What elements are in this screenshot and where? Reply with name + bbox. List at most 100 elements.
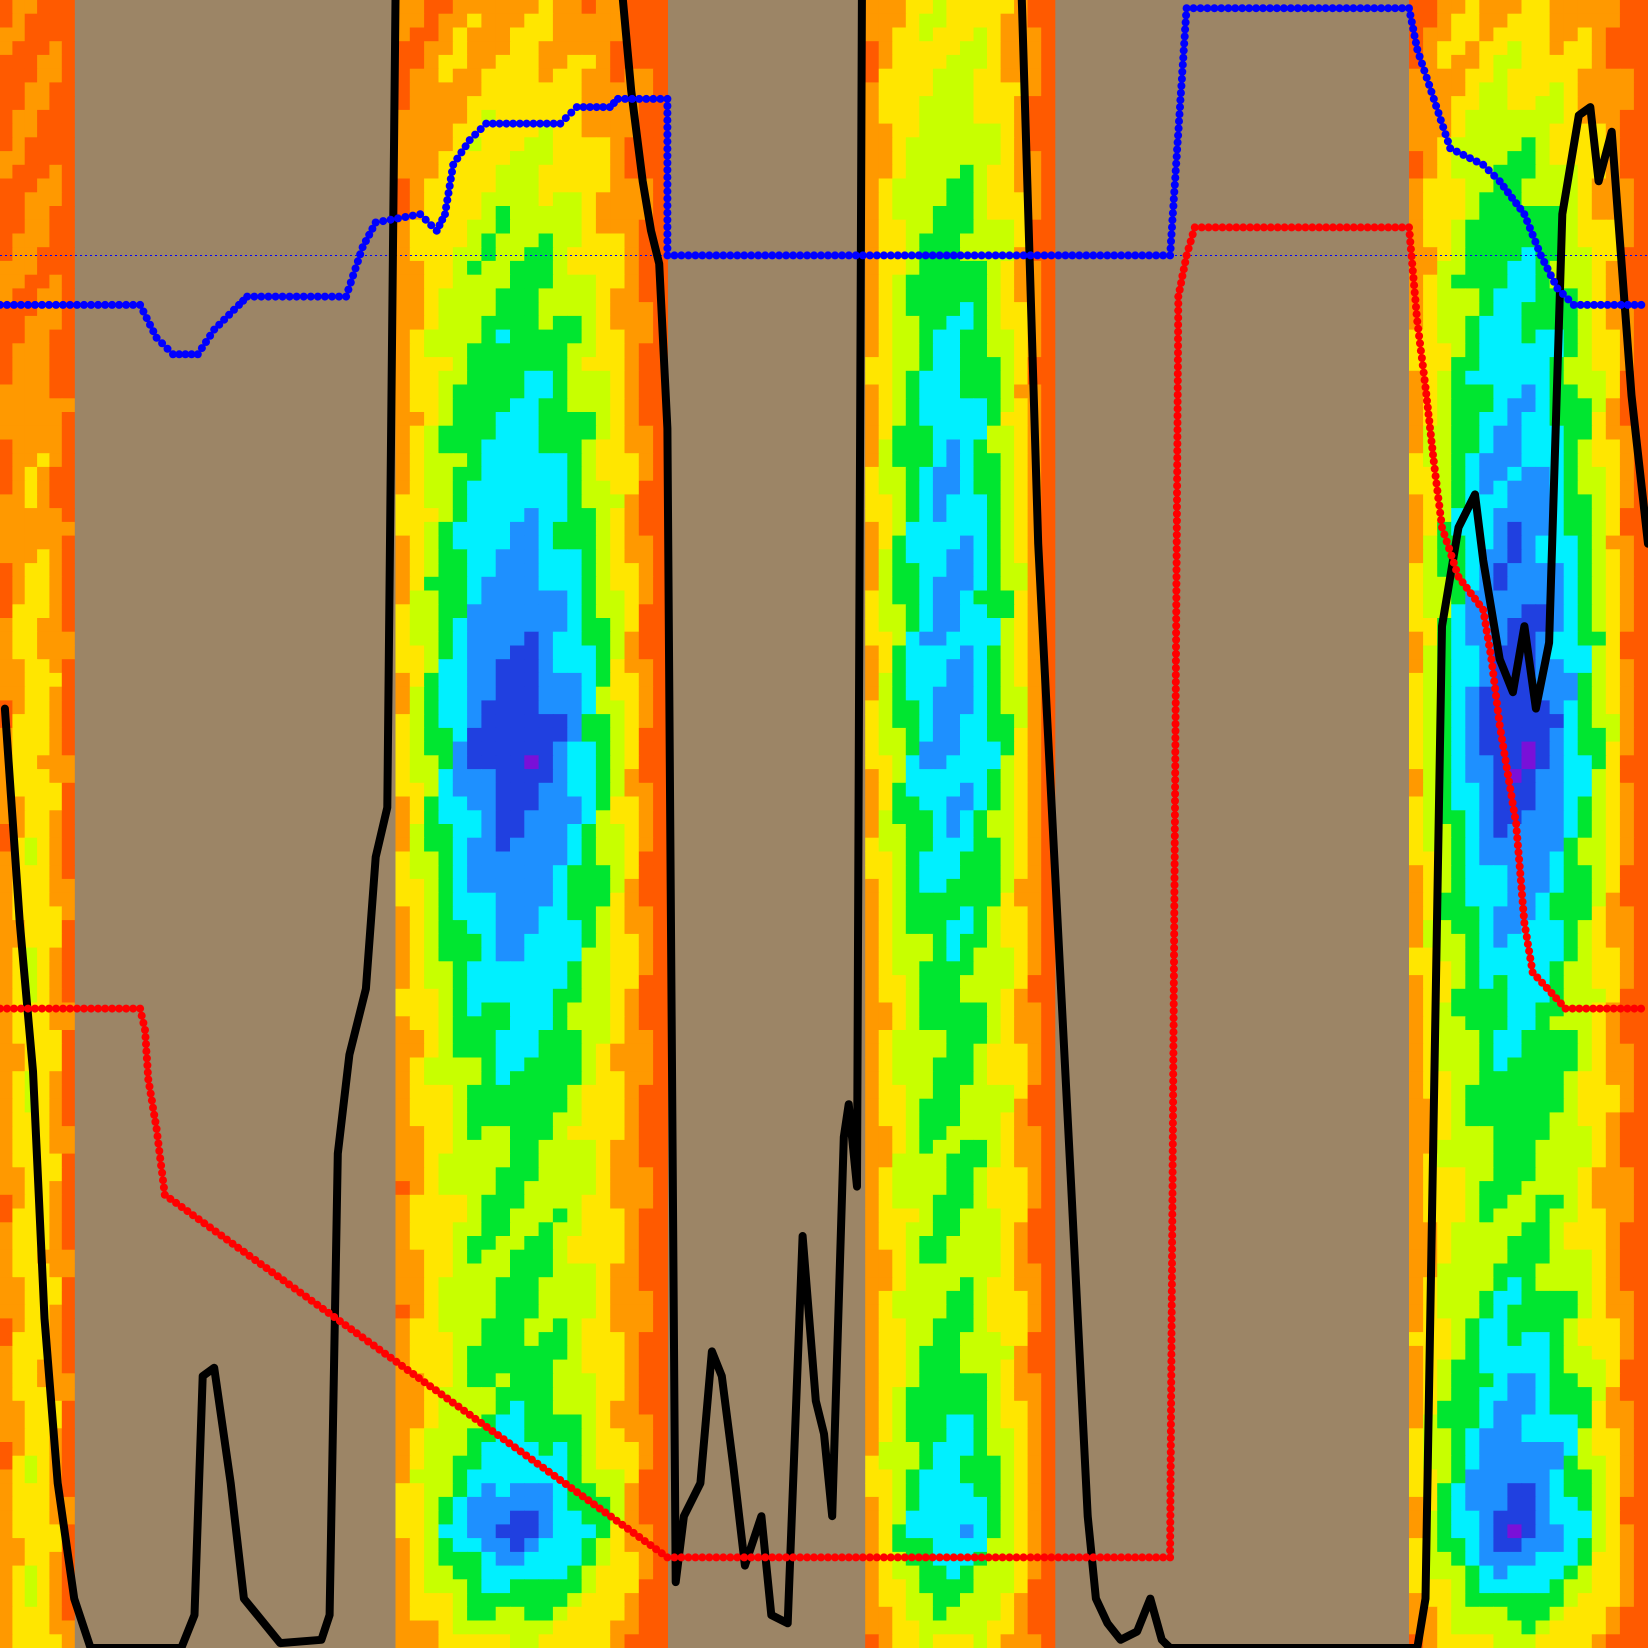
heatmap-cell bbox=[0, 1634, 13, 1648]
heatmap-cell bbox=[581, 260, 597, 276]
heatmap-cell bbox=[1014, 1606, 1029, 1622]
heatmap-cell bbox=[467, 398, 482, 413]
heatmap-cell bbox=[1041, 233, 1056, 248]
heatmap-cell bbox=[395, 288, 411, 303]
heatmap-cell bbox=[538, 769, 554, 784]
heatmap-cell bbox=[946, 109, 961, 125]
heatmap-cell bbox=[987, 1620, 1002, 1635]
heatmap-cell bbox=[481, 1167, 497, 1182]
heatmap-cell bbox=[1041, 439, 1056, 454]
heatmap-cell bbox=[510, 549, 525, 564]
heatmap-cell bbox=[1041, 151, 1056, 166]
heatmap-cell bbox=[905, 782, 920, 798]
heatmap-cell bbox=[1014, 1359, 1029, 1374]
heatmap-cell bbox=[438, 27, 454, 42]
heatmap-cell bbox=[524, 233, 540, 248]
heatmap-cell bbox=[567, 1208, 583, 1223]
heatmap-cell bbox=[467, 453, 482, 468]
heatmap-band bbox=[1409, 0, 1648, 1648]
heatmap-cell bbox=[0, 1139, 13, 1155]
heatmap-cell bbox=[987, 398, 1002, 413]
heatmap-cell bbox=[438, 1442, 454, 1457]
heatmap-cell bbox=[905, 741, 920, 756]
heatmap-cell bbox=[424, 1016, 439, 1031]
heatmap-cell bbox=[49, 988, 63, 1004]
heatmap-cell bbox=[1591, 13, 1607, 28]
heatmap-cell bbox=[960, 329, 975, 344]
heatmap-cell bbox=[495, 1359, 511, 1374]
heatmap-cell bbox=[960, 13, 975, 28]
heatmap-cell bbox=[538, 1524, 554, 1539]
heatmap-cell bbox=[946, 466, 961, 482]
heatmap-cell bbox=[892, 1469, 907, 1484]
heatmap-cell bbox=[12, 1277, 26, 1292]
heatmap-cell bbox=[12, 219, 26, 234]
heatmap-cell bbox=[595, 1249, 611, 1264]
heatmap-cell bbox=[1493, 0, 1509, 15]
heatmap-cell bbox=[987, 1098, 1002, 1113]
heatmap-cell bbox=[552, 54, 568, 70]
heatmap-cell bbox=[892, 1510, 907, 1525]
heatmap-cell bbox=[638, 1030, 654, 1045]
heatmap-cell bbox=[452, 206, 468, 221]
heatmap-cell bbox=[610, 398, 626, 413]
heatmap-cell bbox=[610, 700, 626, 715]
heatmap-cell bbox=[1423, 41, 1438, 56]
heatmap-cell bbox=[905, 13, 920, 28]
heatmap-cell bbox=[1535, 96, 1551, 111]
heatmap-cell bbox=[919, 137, 934, 152]
heatmap-cell bbox=[1000, 1496, 1015, 1512]
heatmap-cell bbox=[424, 535, 439, 550]
heatmap-cell bbox=[960, 865, 975, 880]
heatmap-cell bbox=[524, 810, 540, 825]
heatmap-cell bbox=[946, 1043, 961, 1058]
heatmap-cell bbox=[438, 302, 454, 317]
heatmap-cell bbox=[409, 247, 425, 262]
heatmap-cell bbox=[538, 480, 554, 495]
heatmap-cell bbox=[1507, 151, 1523, 166]
heatmap-cell bbox=[481, 1318, 497, 1333]
heatmap-cell bbox=[424, 1565, 439, 1580]
heatmap-cell bbox=[905, 590, 920, 605]
heatmap-cell bbox=[495, 1332, 511, 1347]
heatmap-cell bbox=[1633, 13, 1648, 28]
heatmap-cell bbox=[946, 1236, 961, 1251]
heatmap-cell bbox=[12, 123, 26, 138]
heatmap-cell bbox=[610, 659, 626, 674]
heatmap-cell bbox=[395, 343, 411, 358]
heatmap-cell bbox=[610, 1139, 626, 1155]
heatmap-cell bbox=[581, 1112, 597, 1127]
heatmap-cell bbox=[1493, 13, 1509, 28]
heatmap-cell bbox=[24, 123, 38, 138]
heatmap-cell bbox=[624, 659, 640, 674]
heatmap-cell bbox=[960, 1277, 975, 1292]
heatmap-cell bbox=[481, 219, 497, 234]
heatmap-cell bbox=[452, 824, 468, 839]
heatmap-cell bbox=[610, 466, 626, 482]
heatmap-cell bbox=[892, 1098, 907, 1113]
heatmap-cell bbox=[552, 288, 568, 303]
heatmap-cell bbox=[24, 1455, 38, 1470]
heatmap-cell bbox=[595, 1538, 611, 1553]
heatmap-cell bbox=[987, 1565, 1002, 1580]
heatmap-cell bbox=[49, 288, 63, 303]
heatmap-cell bbox=[1605, 0, 1621, 15]
heatmap-cell bbox=[424, 192, 439, 207]
heatmap-cell bbox=[424, 384, 439, 399]
heatmap-cell bbox=[12, 631, 26, 646]
heatmap-cell bbox=[567, 1442, 583, 1457]
heatmap-cell bbox=[552, 700, 568, 715]
heatmap-cell bbox=[510, 1414, 525, 1429]
heatmap-cell bbox=[653, 1359, 668, 1374]
heatmap-cell bbox=[467, 1222, 482, 1237]
heatmap-cell bbox=[1000, 727, 1015, 743]
heatmap-cell bbox=[61, 1071, 75, 1086]
heatmap-cell bbox=[919, 1469, 934, 1484]
heatmap-cell bbox=[552, 1510, 568, 1525]
heatmap-cell bbox=[595, 1084, 611, 1100]
heatmap-cell bbox=[1465, 206, 1480, 221]
heatmap-cell bbox=[1027, 1318, 1042, 1333]
heatmap-cell bbox=[24, 1579, 38, 1594]
heatmap-cell bbox=[892, 837, 907, 852]
heatmap-cell bbox=[49, 1236, 63, 1251]
